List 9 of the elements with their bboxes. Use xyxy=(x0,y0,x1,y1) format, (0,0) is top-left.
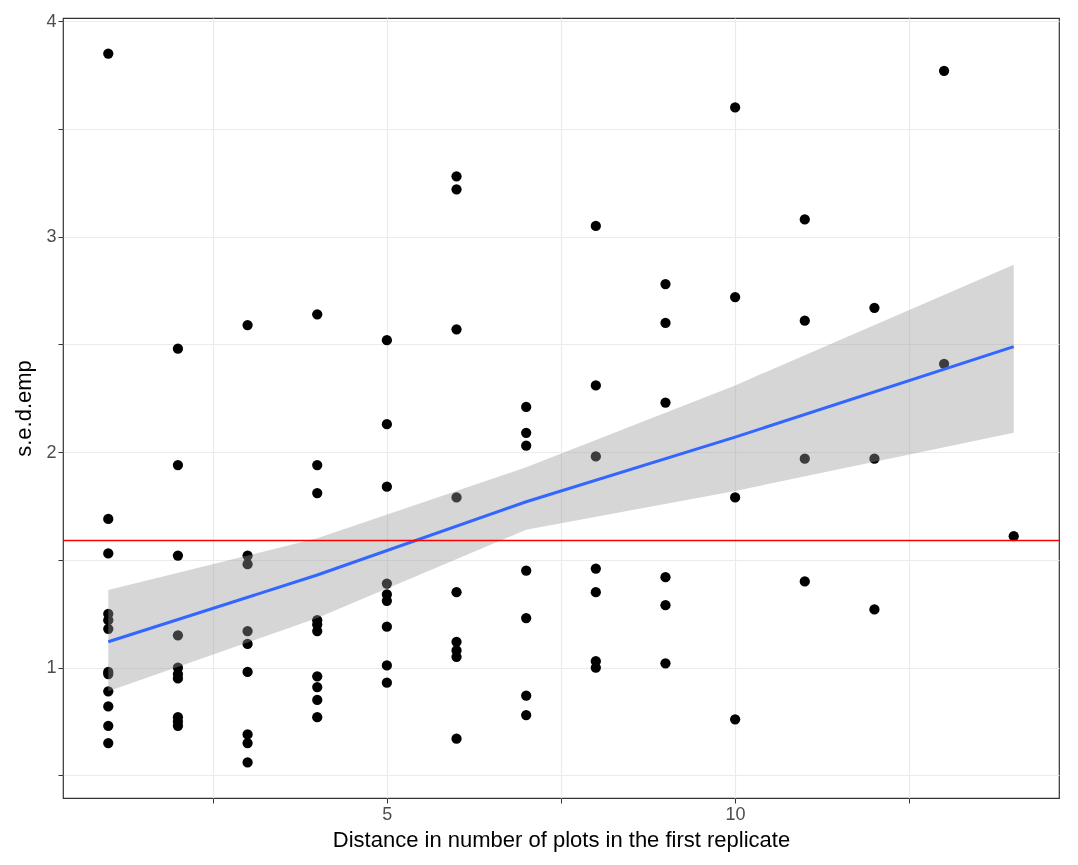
x-axis-title: Distance in number of plots in the first replicate xyxy=(332,826,791,852)
y-tick-label: 3 xyxy=(46,226,57,247)
line-series xyxy=(106,345,1016,644)
y-axis-title: s.e.d.emp xyxy=(11,360,37,457)
y-tick-label: 1 xyxy=(46,657,57,678)
x-tick-label: 10 xyxy=(725,803,746,824)
y-tick-label: 2 xyxy=(46,441,57,462)
x-tick-label: 5 xyxy=(382,803,393,824)
y-tick-label: 4 xyxy=(46,10,57,31)
